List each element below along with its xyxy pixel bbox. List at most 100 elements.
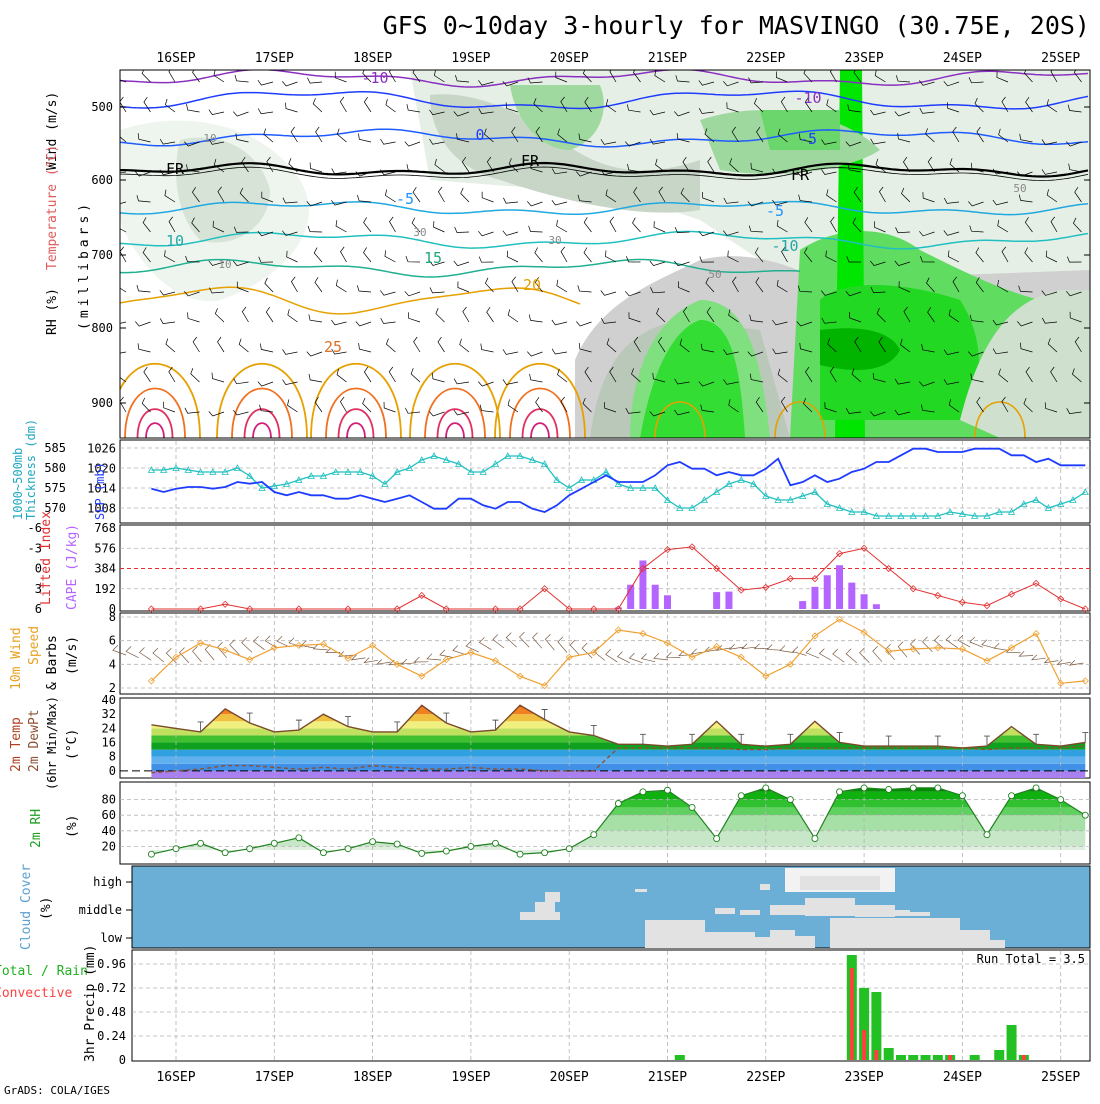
rh-shade	[430, 94, 700, 213]
surface-barb	[217, 641, 228, 658]
li-marker	[1081, 605, 1089, 613]
thickness-marker	[725, 480, 733, 487]
rh-marker	[147, 850, 155, 858]
wind-marker	[958, 645, 966, 653]
wind-barb	[217, 186, 225, 203]
surface-barb	[792, 646, 807, 656]
surface-barb	[728, 643, 744, 650]
temp-contour	[120, 286, 581, 315]
cloud-block	[795, 936, 815, 948]
wind-barb	[192, 70, 200, 83]
wind-barb	[313, 247, 323, 263]
wind-barb	[560, 396, 568, 413]
temp-contour	[120, 258, 801, 278]
wind-barb	[753, 97, 764, 113]
li-marker	[246, 605, 254, 613]
minmax-bar	[885, 735, 892, 747]
wind-barb	[1050, 366, 1058, 383]
wind-barb	[453, 378, 470, 385]
surface-barb	[375, 659, 391, 665]
wind-barb	[286, 250, 298, 263]
precip-bar-total	[994, 1050, 1005, 1060]
wind-marker	[590, 648, 598, 657]
thickness-marker	[712, 488, 721, 495]
rh-marker	[664, 786, 671, 794]
precip-bar-total	[1006, 1025, 1017, 1060]
wind-barb	[649, 109, 666, 116]
wind-ticks: 8 6 4 2	[109, 610, 116, 695]
wind-barb	[756, 126, 764, 143]
wind-marker	[295, 641, 303, 649]
wind-barb	[1074, 336, 1082, 353]
thickness-marker	[246, 472, 254, 479]
wind-barb	[798, 133, 813, 143]
surface-barb	[766, 644, 782, 651]
wind-barb	[208, 260, 225, 266]
thickness-marker	[798, 492, 807, 499]
wind-barb	[968, 351, 984, 357]
wind-barb	[920, 404, 935, 413]
wind-barb	[1023, 397, 1033, 413]
warm-contour	[231, 387, 293, 438]
wind-barb	[340, 246, 347, 263]
ylabel-slp: SLP (mb)	[93, 462, 107, 520]
surface-barb	[229, 639, 240, 656]
wind-barb	[625, 141, 641, 147]
wind-barb	[363, 96, 372, 113]
precip-tick-label: 0.72	[97, 981, 126, 995]
thickness-marker	[196, 468, 205, 475]
wind-barb	[974, 97, 984, 113]
thickness-marker	[332, 468, 340, 475]
wind-barb	[1045, 250, 1058, 263]
wind-barb	[355, 321, 372, 327]
wind-barb	[797, 285, 813, 293]
wind-barb	[406, 164, 421, 173]
thickness-marker	[491, 460, 500, 467]
ylabel-tempunit: (°C)	[65, 729, 80, 760]
rh-marker	[516, 850, 524, 858]
wind-barb	[192, 336, 200, 353]
wind-barb	[829, 70, 837, 83]
li-marker	[197, 605, 205, 613]
wind-barb	[453, 409, 470, 416]
wind-barb	[627, 163, 641, 173]
wind-barb	[947, 102, 960, 113]
li-marker	[958, 598, 966, 606]
thickness-marker	[368, 472, 377, 479]
wind-barb	[527, 77, 543, 84]
wind-barb	[943, 230, 960, 236]
wind-barb	[555, 71, 568, 83]
wind-barb	[657, 336, 666, 353]
surface-barb	[859, 647, 870, 664]
wind-barb	[1024, 217, 1033, 233]
surface-barb	[957, 635, 971, 648]
wind-barb	[878, 336, 886, 353]
wind-barb	[656, 307, 666, 323]
warm-contour	[424, 387, 486, 438]
wind-barb	[726, 102, 739, 113]
wind-barb	[998, 368, 1009, 383]
wind-barb	[334, 71, 347, 83]
thickness-marker	[1069, 496, 1077, 503]
wind-barb	[258, 256, 274, 263]
wind-barb	[457, 281, 470, 293]
rh-marker	[737, 792, 745, 800]
li-marker	[442, 605, 450, 613]
temp-tick-label: 32	[102, 707, 116, 721]
wind-barb	[456, 133, 470, 143]
li-marker	[860, 544, 868, 552]
wind-barb	[336, 128, 347, 143]
cape-bar	[848, 582, 856, 609]
li-marker	[786, 575, 794, 583]
wind-barb	[528, 225, 543, 233]
wind-barb	[142, 247, 151, 263]
temp-line	[151, 704, 1086, 749]
wind-barb	[772, 348, 788, 355]
thickness-marker	[934, 512, 942, 519]
thickness-marker	[786, 496, 795, 503]
contour-label: 30	[548, 234, 561, 247]
wind-barb	[821, 290, 837, 296]
wind-barb	[135, 321, 151, 327]
warm-contour	[252, 422, 272, 438]
temp-contour	[120, 161, 1089, 178]
